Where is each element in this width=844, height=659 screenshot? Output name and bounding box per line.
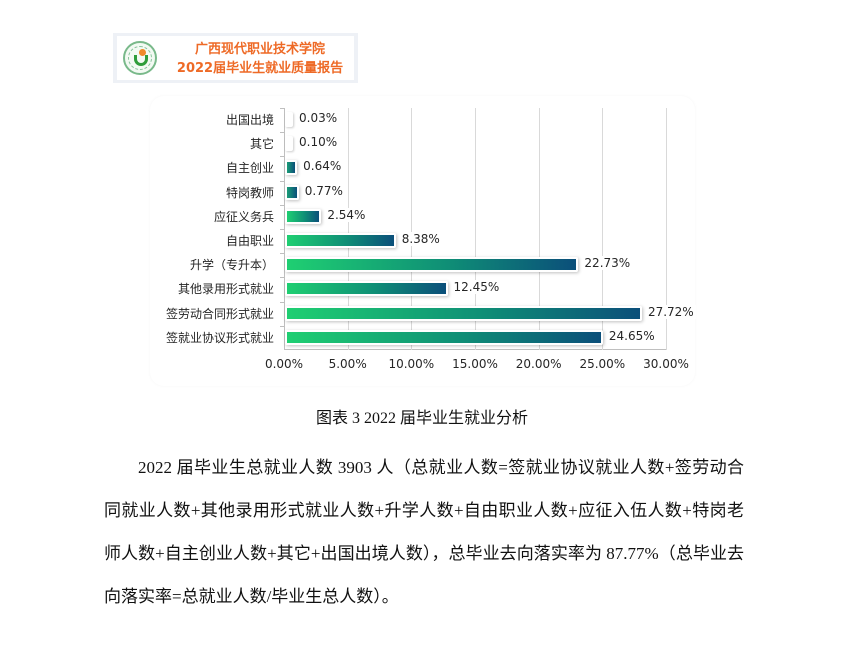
x-tick-label: 5.00% xyxy=(328,357,367,371)
value-label: 2.54% xyxy=(325,207,368,222)
gridline xyxy=(538,108,540,350)
category-tick xyxy=(280,277,284,279)
bar xyxy=(285,329,603,345)
value-label: 27.72% xyxy=(645,304,696,319)
chart-row: 应征义务兵 2.54% xyxy=(214,205,666,229)
chart-row: 特岗教师 0.77% xyxy=(226,181,666,205)
bar xyxy=(285,257,579,273)
chart-row: 升学（专升本） 22.73% xyxy=(190,253,666,277)
bar xyxy=(285,233,396,248)
x-tick-label: 20.00% xyxy=(515,357,562,371)
category-tick xyxy=(280,229,284,230)
banner-line-1: 广西现代职业技术学院 xyxy=(194,42,325,57)
logo-ring xyxy=(128,46,152,70)
category-label: 特岗教师 xyxy=(225,185,274,200)
category-label: 出国出境 xyxy=(225,113,274,127)
category-label: 自主创业 xyxy=(225,161,274,176)
report-banner: 广西现代职业技术学院 2022届毕业生就业质量报告 xyxy=(113,33,358,83)
chart-row: 其它 0.10% xyxy=(250,132,666,156)
category-label: 其他录用形式就业 xyxy=(177,282,274,297)
banner-title: 广西现代职业技术学院 2022届毕业生就业质量报告 xyxy=(165,40,355,78)
category-tick xyxy=(280,132,284,134)
gridline xyxy=(475,108,476,350)
bar xyxy=(285,305,642,321)
bar xyxy=(285,281,448,297)
chart-row: 出国出境 0.03% xyxy=(226,108,666,132)
x-tick-label: 0.00% xyxy=(264,357,304,371)
category-label: 签就业协议形式就业 xyxy=(165,330,274,345)
bar xyxy=(285,160,298,176)
category-tick xyxy=(280,156,284,158)
gridline xyxy=(411,108,413,350)
category-label: 升学（专升本） xyxy=(189,258,274,273)
college-logo-icon xyxy=(123,41,157,75)
category-label: 自由职业 xyxy=(225,234,274,248)
category-tick xyxy=(280,301,284,303)
logo-leaf xyxy=(134,55,148,66)
x-tick-label: 15.00% xyxy=(452,357,498,371)
bar xyxy=(285,208,322,224)
gridline xyxy=(666,108,667,350)
y-axis-line xyxy=(284,108,285,350)
body-text: 2022 届毕业生总就业人数 3903 人（总就业人数=签就业协议就业人数+签劳… xyxy=(104,446,744,618)
category-tick xyxy=(280,253,284,255)
value-label: 24.65% xyxy=(606,328,657,343)
value-label: 22.73% xyxy=(582,256,633,271)
chart-row: 签劳动合同形式就业 27.72% xyxy=(166,302,696,326)
category-tick xyxy=(280,204,284,206)
chart-row: 自主创业 0.64% xyxy=(226,156,666,180)
category-label: 应征义务兵 xyxy=(213,209,274,224)
category-label: 签劳动合同形式就业 xyxy=(165,306,274,321)
bar xyxy=(285,184,299,200)
employment-summary-paragraph: 2022 届毕业生总就业人数 3903 人（总就业人数=签就业协议就业人数+签劳… xyxy=(104,458,744,606)
value-label: 0.64% xyxy=(301,159,344,174)
x-tick-label: 30.00% xyxy=(643,357,689,371)
value-label: 0.10% xyxy=(297,135,340,150)
banner-line-2: 2022届毕业生就业质量报告 xyxy=(176,61,344,76)
value-label: 8.38% xyxy=(399,232,442,246)
banner-body: 广西现代职业技术学院 2022届毕业生就业质量报告 xyxy=(117,36,354,80)
figure-caption: 图表 3 2022 届毕业生就业分析 xyxy=(315,410,528,427)
category-label: 其它 xyxy=(249,137,274,152)
value-label: 0.77% xyxy=(302,183,345,198)
bar xyxy=(285,112,293,127)
logo-sun xyxy=(139,49,146,56)
category-tick xyxy=(280,108,284,109)
gridline xyxy=(347,108,349,350)
bar xyxy=(285,136,293,152)
x-tick-label: 10.00% xyxy=(388,357,435,371)
chart-row: 其他录用形式就业 12.45% xyxy=(178,277,666,301)
bar-chart-plot-area: 出国出境 0.03% 其它 0.10% 自主创业 0.64% 特岗教师 0.77% 应征义务兵 2… xyxy=(166,108,696,350)
category-tick xyxy=(280,325,284,327)
x-tick-label: 25.00% xyxy=(579,357,626,371)
value-label: 12.45% xyxy=(451,280,502,295)
chart-row: 自由职业 8.38% xyxy=(226,229,666,253)
gridline xyxy=(602,108,604,350)
category-tick xyxy=(280,180,284,182)
chart-row: 签就业协议形式就业 24.65% xyxy=(166,326,666,350)
value-label: 0.03% xyxy=(297,111,340,125)
